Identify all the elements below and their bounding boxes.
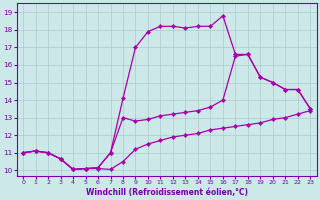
X-axis label: Windchill (Refroidissement éolien,°C): Windchill (Refroidissement éolien,°C): [86, 188, 248, 197]
